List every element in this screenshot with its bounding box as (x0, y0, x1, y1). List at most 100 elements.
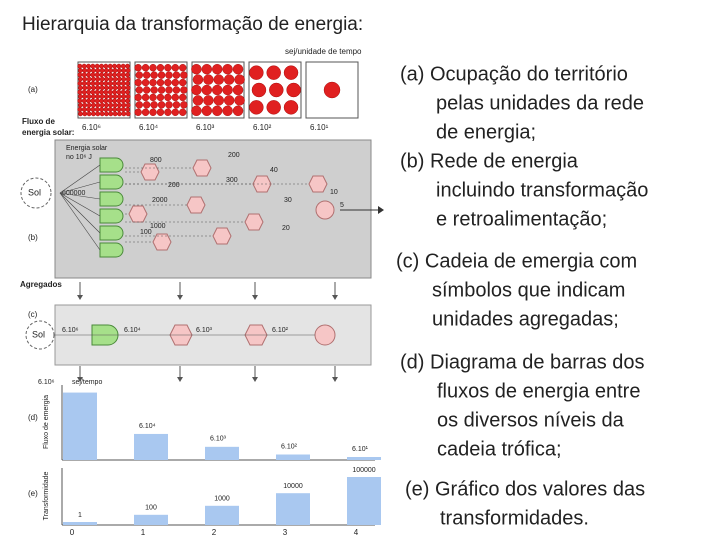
unit-dot (77, 72, 83, 78)
unit-dot (116, 98, 122, 104)
consumer (192, 159, 212, 177)
unit-dot (82, 85, 88, 91)
sun-label: Sol (28, 187, 41, 197)
unit-dot (149, 93, 157, 102)
unit-dot (95, 85, 101, 91)
unit-dot (134, 78, 142, 87)
unit-dot (99, 107, 104, 112)
panel-top-label: sej/unidade de tempo (285, 47, 362, 56)
bar-label: 6.10¹ (352, 446, 369, 453)
unit-dot (81, 98, 87, 104)
unit-dot (77, 98, 83, 104)
axis-title: Fluxo de emergia (43, 395, 50, 449)
unit-dot (180, 101, 188, 109)
x-tick-label: 4 (354, 528, 359, 537)
panel-label: (d) (28, 413, 38, 422)
unit-dot (99, 68, 105, 73)
unit-dot (116, 89, 122, 95)
bar (134, 433, 168, 460)
sun-label: Sol (32, 329, 45, 339)
unit-dot (90, 98, 96, 104)
unit-dot (86, 111, 92, 117)
x-tick-label: 1 (141, 528, 146, 537)
unit-dot (232, 84, 244, 96)
unit-dot (99, 111, 105, 117)
unit-dot (104, 85, 109, 91)
flow (59, 192, 101, 200)
unit-dot (121, 111, 127, 117)
unit-dot (171, 78, 180, 87)
unit-dot (150, 101, 158, 109)
unit-dot (120, 81, 126, 86)
panel-label: (c) (28, 310, 38, 319)
unit-dot (141, 78, 150, 87)
unit-dot (142, 101, 151, 109)
unit-dot (249, 65, 264, 80)
caption-line: cadeia trófica; (437, 438, 562, 460)
unit-dot (94, 107, 100, 112)
unit-dot (156, 64, 165, 72)
unit-dot (112, 94, 118, 99)
flow-label: 5 (340, 202, 344, 209)
flow-label: 800 (150, 157, 162, 164)
bar-label: 100 (145, 505, 157, 512)
caption-line: fluxos de energia entre (437, 380, 640, 402)
unit-dot (99, 102, 105, 108)
arrowhead (77, 377, 83, 382)
unit-dot (112, 111, 118, 117)
unit-dot (108, 102, 114, 108)
unit-dot (134, 64, 142, 72)
bar-label: 6.10⁴ (139, 423, 156, 430)
producer (99, 225, 124, 241)
unit-dot (120, 89, 126, 95)
bar-label: 1 (78, 512, 82, 519)
unit-dot (95, 94, 101, 99)
aggregates-label: Agregados (20, 280, 62, 289)
unit-dot (116, 63, 122, 69)
flow (59, 192, 101, 217)
bar-label: 100000 (352, 467, 375, 474)
unit-dot (77, 89, 83, 95)
unit-dot (108, 111, 114, 117)
unit-dot (191, 63, 202, 75)
unit-dot (104, 94, 109, 99)
unit-dot (120, 107, 126, 112)
unit-dot (112, 107, 117, 112)
flow-label: 200 (168, 182, 180, 189)
unit-dot (135, 86, 143, 94)
unit-dot (212, 84, 223, 96)
box-label: 6.10² (253, 123, 272, 132)
bar-label: 6.10² (281, 443, 298, 450)
flow-label: 2000 (152, 197, 168, 204)
unit-dot (81, 81, 87, 86)
unit-dot (78, 85, 83, 91)
unit-dot (103, 107, 109, 112)
unit-dot (86, 89, 91, 95)
unit-dot (156, 93, 165, 102)
unit-dot (116, 81, 122, 86)
consumer (244, 213, 264, 231)
unit-dot (286, 82, 301, 98)
unit-dot (212, 63, 223, 75)
box-label: 6.10³ (196, 123, 215, 132)
unit-dot (86, 81, 91, 86)
arrowhead (252, 377, 258, 382)
unit-dot (141, 64, 150, 72)
unit-dot (99, 89, 104, 95)
panel-label: (a) (28, 85, 38, 94)
unit-dot (125, 107, 130, 112)
unit-dot (99, 63, 104, 69)
unit-dot (86, 68, 92, 73)
unit-dot (90, 72, 96, 78)
unit-dot (203, 74, 214, 85)
box-label: 6.10¹ (310, 123, 329, 132)
unit-dot (86, 72, 91, 78)
unit-dot (81, 63, 87, 69)
unit-dot (171, 64, 180, 72)
unit-dot (121, 85, 127, 91)
unit-dot (121, 68, 127, 73)
axis-title: Transformidade (43, 472, 50, 521)
arrowhead (378, 206, 384, 214)
unit-dot (90, 81, 96, 86)
bar (63, 522, 97, 525)
